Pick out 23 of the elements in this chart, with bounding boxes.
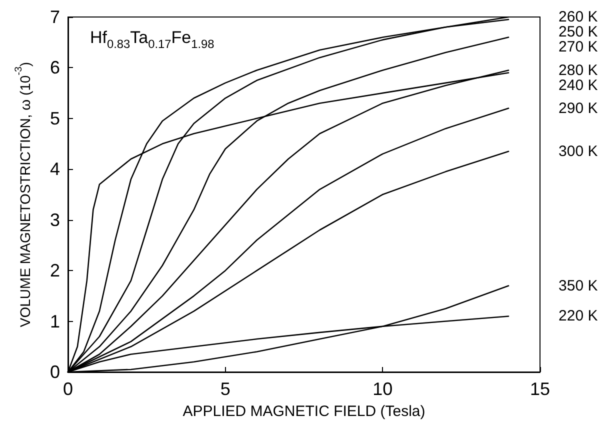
text: 220 K xyxy=(558,308,598,325)
text: 280 K xyxy=(558,62,598,79)
text: 270 K xyxy=(558,38,598,56)
text: 250 K xyxy=(558,24,598,40)
text: 240 K xyxy=(558,76,598,94)
text: 300 K xyxy=(558,142,598,160)
y-tick-label: 5 xyxy=(50,108,60,128)
y-tick-label: 3 xyxy=(50,210,60,230)
y-tick-label: 7 xyxy=(50,7,60,27)
x-tick-label: 10 xyxy=(372,379,393,399)
x-tick-label: 15 xyxy=(530,379,550,399)
text: 290 K xyxy=(558,100,598,117)
y-tick-label: 1 xyxy=(50,311,60,332)
text: 260 K xyxy=(558,8,598,26)
x-tick-label: 0 xyxy=(62,379,74,399)
text: 350 K xyxy=(558,277,598,294)
y-tick-label: 6 xyxy=(50,58,60,78)
y-axis-title: VOLUME MAGNETOSTRICTION, ω (10-3) xyxy=(14,62,33,328)
y-tick-label: 2 xyxy=(50,260,60,281)
x-tick-label: 5 xyxy=(220,379,230,399)
x-axis-title: APPLIED MAGNETIC FIELD (Tesla) xyxy=(182,403,426,420)
y-tick-label: 4 xyxy=(50,159,60,180)
y-tick-label: 0 xyxy=(50,362,60,382)
